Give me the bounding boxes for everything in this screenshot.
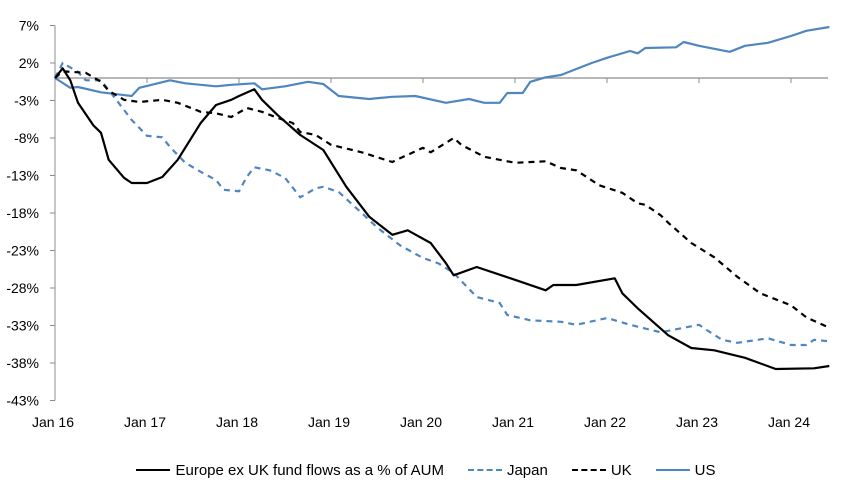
y-tick-label: 7% (19, 18, 39, 34)
legend-swatch-solid-black (136, 469, 171, 471)
x-axis-ticks: Jan 16 Jan 17 Jan 18 Jan 19 Jan 20 Jan 21 Jan … (32, 78, 810, 430)
legend-label: Europe ex UK fund flows as a % of AUM (175, 461, 444, 479)
x-tick-label: Jan 18 (216, 414, 258, 430)
legend-item-japan: Japan (467, 461, 548, 479)
series-line-uk (54, 70, 830, 329)
series-lines (54, 25, 830, 371)
x-tick-label: Jan 23 (676, 414, 718, 430)
legend-label: Japan (506, 461, 548, 479)
y-tick-label: 2% (19, 55, 39, 71)
series-line-us (54, 25, 830, 104)
y-tick-label: -33% (6, 318, 39, 334)
y-tick-label: -38% (6, 355, 39, 371)
legend-label: UK (610, 461, 632, 479)
legend-swatch-dashed-black (571, 469, 606, 471)
x-tick-label: Jan 21 (492, 414, 534, 430)
series-line-europe (54, 67, 830, 371)
x-tick-label: Jan 16 (32, 414, 74, 430)
axes (54, 25, 828, 401)
legend-swatch-solid-blue (655, 469, 690, 471)
x-tick-label: Jan 24 (768, 414, 810, 430)
y-tick-label: -18% (6, 205, 39, 221)
y-tick-label: -28% (6, 280, 39, 296)
legend-label: US (694, 461, 716, 479)
y-tick-label: -3% (14, 93, 39, 109)
legend-item-uk: UK (571, 461, 632, 479)
legend-item-europe: Europe ex UK fund flows as a % of AUM (136, 461, 444, 479)
legend-swatch-dashed-blue (467, 469, 502, 471)
y-tick-label: -8% (14, 130, 39, 146)
x-tick-label: Jan 22 (584, 414, 626, 430)
x-tick-label: Jan 17 (124, 414, 166, 430)
series-line-japan (54, 61, 830, 347)
y-tick-label: -23% (6, 243, 39, 259)
legend: Europe ex UK fund flows as a % of AUM Ja… (0, 458, 852, 482)
x-tick-label: Jan 19 (308, 414, 350, 430)
legend-item-us: US (655, 461, 716, 479)
y-tick-label: -43% (6, 393, 39, 409)
x-tick-label: Jan 20 (400, 414, 442, 430)
y-axis-ticks: 7% 2% -3% -8% -13% -18% -23% -28% -33% -38% -43% (6, 18, 55, 409)
y-tick-label: -13% (6, 168, 39, 184)
